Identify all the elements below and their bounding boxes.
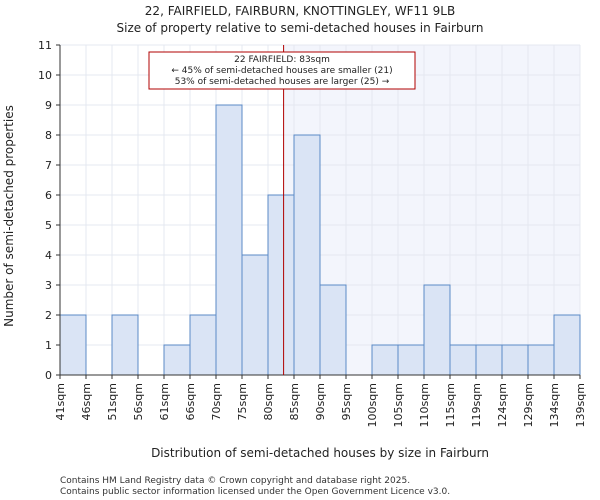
x-tick-label: 100sqm xyxy=(366,383,379,427)
x-tick-label: 80sqm xyxy=(262,383,275,420)
bar xyxy=(397,344,425,376)
annotation-frame xyxy=(148,51,416,90)
x-tick-label: 90sqm xyxy=(314,383,327,420)
bar xyxy=(449,344,477,376)
bar xyxy=(319,284,347,376)
x-tick-label: 105sqm xyxy=(392,383,405,427)
x-tick-label: 129sqm xyxy=(522,383,535,427)
annotation-box: 22 FAIRFIELD: 83sqm ← 45% of semi-detach… xyxy=(148,51,416,90)
y-tick-label: 10 xyxy=(38,69,52,82)
y-tick-label: 11 xyxy=(38,39,52,52)
y-tick-labels: 0 1 2 3 4 5 6 7 8 9 10 11 xyxy=(38,39,60,382)
bar xyxy=(189,314,217,376)
x-tick-label: 51sqm xyxy=(106,383,119,420)
bar xyxy=(475,344,503,376)
footer-line-1: Contains HM Land Registry data © Crown c… xyxy=(60,476,410,486)
x-tick-labels: 41sqm 46sqm 51sqm 56sqm 61sqm 66sqm 70sqm 75sqm… xyxy=(54,375,587,427)
x-tick-label: 134sqm xyxy=(548,383,561,427)
chart-title: 22, FAIRFIELD, FAIRBURN, KNOTTINGLEY, WF… xyxy=(145,4,455,18)
x-tick-label: 119sqm xyxy=(470,383,483,427)
x-tick-label: 139sqm xyxy=(574,383,587,427)
annotation-line-1: 22 FAIRFIELD: 83sqm xyxy=(234,55,330,65)
y-tick-label: 6 xyxy=(45,189,52,202)
bar xyxy=(59,314,87,376)
bar xyxy=(215,104,243,376)
bar xyxy=(501,344,529,376)
x-tick-label: 70sqm xyxy=(210,383,223,420)
y-tick-label: 9 xyxy=(45,99,52,112)
annotation-line-2: ← 45% of semi-detached houses are smalle… xyxy=(171,66,392,76)
bar xyxy=(527,344,555,376)
y-tick-label: 5 xyxy=(45,219,52,232)
annotation-line-3: 53% of semi-detached houses are larger (… xyxy=(175,77,390,87)
x-tick-label: 124sqm xyxy=(496,383,509,427)
y-tick-label: 8 xyxy=(45,129,52,142)
bar xyxy=(241,254,269,376)
x-tick-label: 56sqm xyxy=(132,383,145,420)
x-tick-label: 61sqm xyxy=(158,383,171,420)
y-axis-label: Number of semi-detached properties xyxy=(2,105,16,327)
bar xyxy=(423,284,451,376)
bars xyxy=(59,104,581,376)
bar xyxy=(371,344,399,376)
y-tick-label: 7 xyxy=(45,159,52,172)
x-tick-label: 110sqm xyxy=(418,383,431,427)
x-axis-label: Distribution of semi-detached houses by … xyxy=(151,446,489,460)
bar xyxy=(267,194,295,376)
chart-subtitle: Size of property relative to semi-detach… xyxy=(117,21,484,35)
x-tick-label: 46sqm xyxy=(80,383,93,420)
x-tick-label: 115sqm xyxy=(444,383,457,427)
bar xyxy=(163,344,191,376)
bar xyxy=(553,314,581,376)
y-tick-label: 3 xyxy=(45,279,52,292)
y-tick-label: 4 xyxy=(45,249,52,262)
x-tick-label: 95sqm xyxy=(340,383,353,420)
x-tick-label: 75sqm xyxy=(236,383,249,420)
y-tick-label: 2 xyxy=(45,309,52,322)
y-tick-label: 1 xyxy=(45,339,52,352)
footer-line-2: Contains public sector information licen… xyxy=(60,487,450,497)
x-tick-label: 66sqm xyxy=(184,383,197,420)
bar xyxy=(293,134,321,376)
y-tick-label: 0 xyxy=(45,369,52,382)
bar xyxy=(111,314,139,376)
x-tick-label: 85sqm xyxy=(288,383,301,420)
x-tick-label: 41sqm xyxy=(54,383,67,420)
